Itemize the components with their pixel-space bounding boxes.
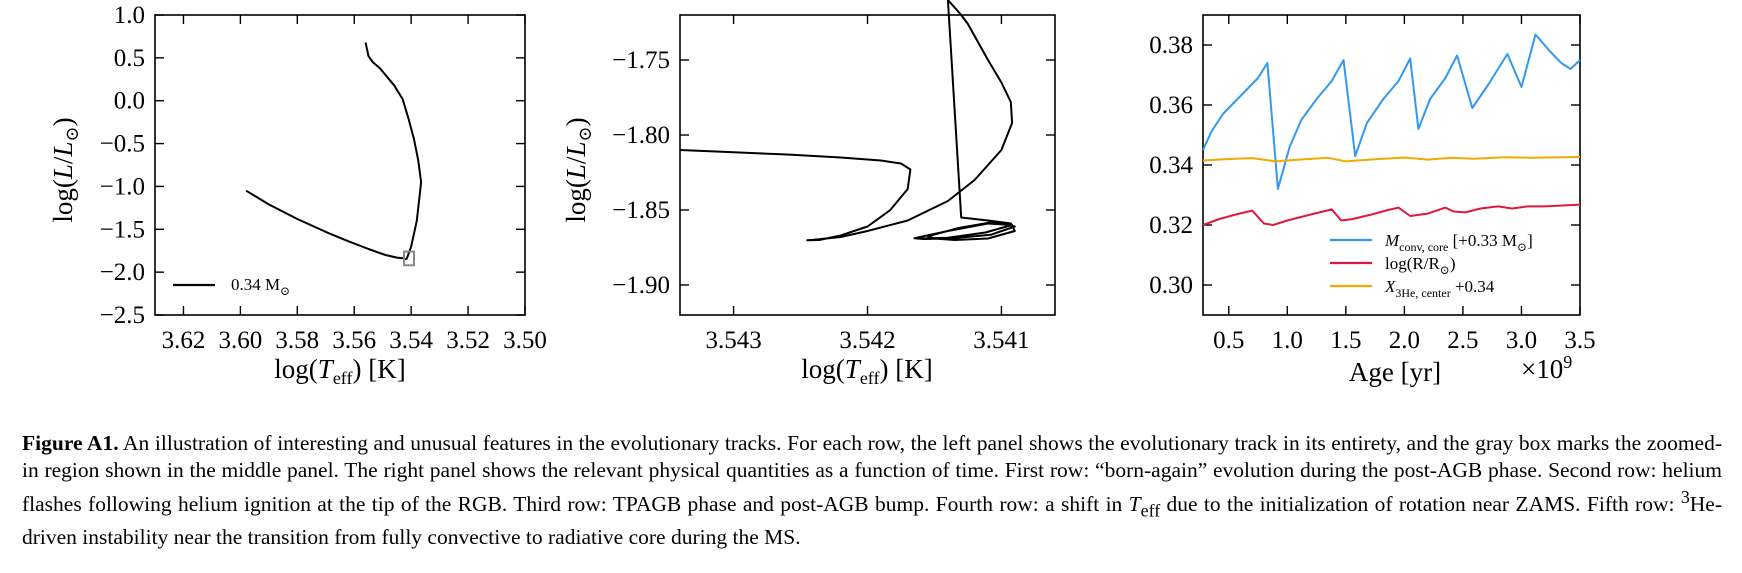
y-tick-label: 1.0 (114, 2, 145, 29)
left-plot-frame (154, 14, 526, 316)
gray-box-zoom-region (403, 250, 415, 267)
x-tick-label: 3.54 (389, 327, 433, 354)
x-tick-label: 3.5 (1564, 327, 1595, 354)
y-tick-label: 0.30 (1149, 272, 1193, 299)
x-tick-label: 0.5 (1213, 327, 1244, 354)
left-series (245, 42, 423, 261)
x-tick-label: 2.5 (1447, 327, 1478, 354)
caption-teff-symbol: T (1128, 492, 1141, 517)
x-tick-label: 1.5 (1330, 327, 1361, 354)
x-tick-label: 3.60 (219, 327, 263, 354)
left-ticks: 3.62 3.60 3.58 3.56 3.54 3.52 3.50 1.0 0.5 0.0 −0.… (100, 2, 547, 354)
x-tick-label: 3.52 (446, 327, 490, 354)
right-x-multiplier: ×109 (1521, 352, 1572, 384)
middle-xlabel: log(Teff) [K] (801, 354, 932, 388)
x-tick-label: 1.0 (1272, 327, 1303, 354)
x-tick-label: 3.542 (839, 327, 895, 354)
right-legend: Mconv, core [+0.33 M⊙] log(R/R⊙) X3He, c… (1330, 231, 1533, 300)
legend-label-x3he: X3He, center +0.34 (1384, 277, 1495, 300)
series-line-right-2 (1202, 155, 1581, 163)
x-tick-label: 3.62 (162, 327, 206, 354)
caption-teff-sub: eff (1140, 500, 1161, 521)
right-panel: 0.5 1.0 1.5 2.0 2.5 3.0 3.5 0.30 0.32 0.34 0.36 0.3… (1149, 14, 1596, 387)
figure-panels: 3.62 3.60 3.58 3.56 3.54 3.52 3.50 1.0 0.5 0.0 −0.… (48, 0, 1596, 388)
x-tick-label: 3.543 (705, 327, 761, 354)
caption-text-part1: An illustration of interesting and unusu… (22, 431, 1722, 517)
y-tick-label: 0.5 (114, 45, 145, 72)
right-xlabel: Age [yr] (1349, 357, 1441, 387)
x-tick-label: 3.56 (332, 327, 376, 354)
y-tick-label: −1.80 (612, 122, 670, 149)
left-legend-label: 0.34 M⊙ (231, 275, 290, 298)
left-ylabel: log(L/L⊙) (48, 117, 82, 222)
middle-ticks: 3.543 3.542 3.541 −1.75 −1.80 −1.85 −1.90 (612, 15, 1055, 354)
middle-series (679, 0, 1016, 242)
right-series (1202, 33, 1581, 226)
x-tick-label: 2.0 (1389, 327, 1420, 354)
y-tick-label: 0.38 (1149, 32, 1193, 59)
y-tick-label: −0.5 (100, 131, 145, 158)
right-ticks: 0.5 1.0 1.5 2.0 2.5 3.0 3.5 0.30 0.32 0.34 0.36 0.3… (1149, 15, 1596, 354)
legend-label-logr: log(R/R⊙) (1385, 254, 1456, 277)
series-line-right-1 (1202, 203, 1581, 226)
middle-ylabel: log(L/L⊙) (561, 117, 595, 222)
middle-panel: 3.543 3.542 3.541 −1.75 −1.80 −1.85 −1.90 log(… (561, 0, 1056, 388)
x-tick-label: 3.541 (973, 327, 1029, 354)
y-tick-label: 0.0 (114, 88, 145, 115)
caption-text-part3: He-driven instability near the transitio… (22, 492, 1722, 550)
x-tick-label: 3.58 (275, 327, 319, 354)
y-tick-label: 0.36 (1149, 92, 1193, 119)
left-xlabel: log(Teff) [K] (274, 354, 405, 388)
caption-text-part2: due to the initialization of rotation ne… (1160, 492, 1681, 517)
left-panel: 3.62 3.60 3.58 3.56 3.54 3.52 3.50 1.0 0.5 0.0 −0.… (48, 2, 547, 388)
y-tick-label: −2.0 (100, 259, 145, 286)
figure-caption: Figure A1. An illustration of interestin… (22, 430, 1722, 551)
y-tick-label: −1.90 (612, 272, 670, 299)
middle-plot-frame (679, 14, 1056, 316)
y-tick-label: −1.85 (612, 197, 670, 224)
x-tick-label: 3.50 (503, 327, 547, 354)
y-tick-label: −1.75 (612, 47, 670, 74)
caption-label: Figure A1. (22, 431, 119, 455)
y-tick-label: −1.5 (100, 216, 145, 243)
legend-label-mconv: Mconv, core [+0.33 M⊙] (1384, 231, 1533, 254)
caption-he-superscript: 3 (1680, 487, 1690, 507)
x-tick-label: 3.0 (1506, 327, 1537, 354)
y-tick-label: 0.32 (1149, 212, 1193, 239)
y-tick-label: −2.5 (100, 302, 145, 329)
y-tick-label: 0.34 (1149, 152, 1193, 179)
y-tick-label: −1.0 (100, 173, 145, 200)
series-line-middle-0 (679, 0, 1016, 242)
series-line-right-0 (1202, 33, 1581, 190)
series-line-left-0 (245, 42, 423, 261)
